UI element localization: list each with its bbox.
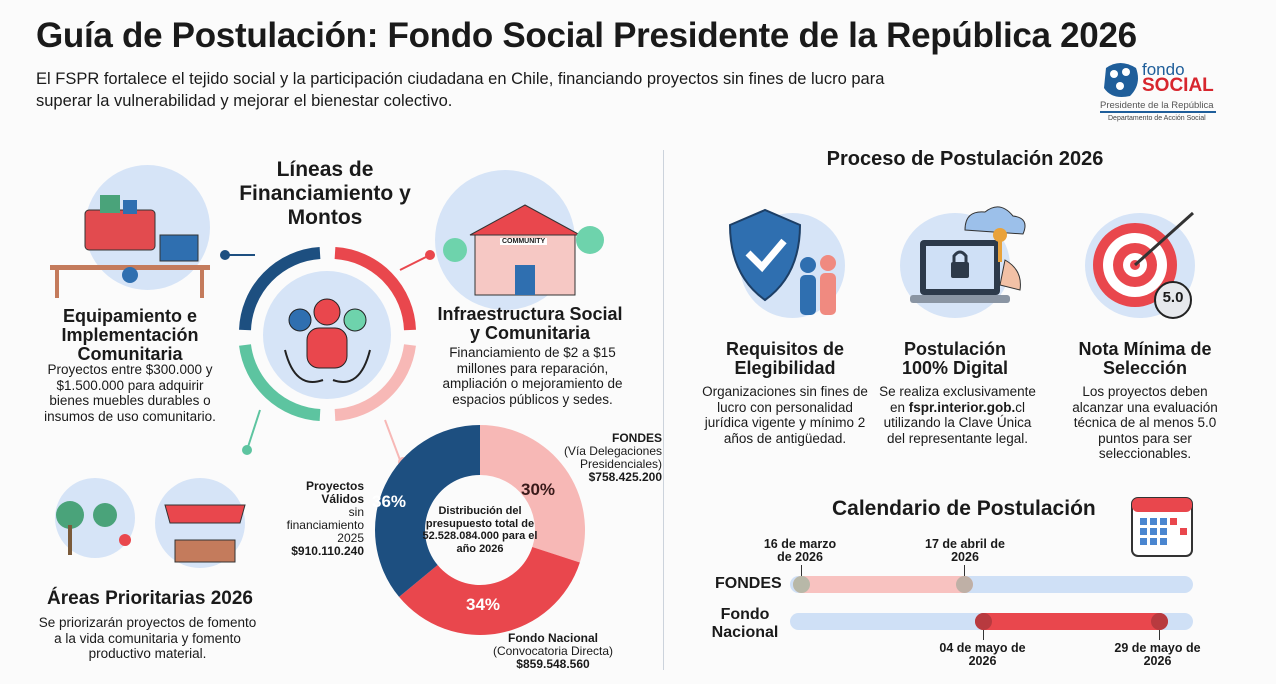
application-website-link[interactable]: fspr.interior.gob. [908,399,1016,415]
lines-title: Líneas de Financiamiento y Montos [239,158,411,229]
laptop-lock-icon [910,206,1026,303]
tick [964,565,965,576]
calendar-title: Calendario de Postulación [832,497,1096,520]
legend-proyectos: Proyectos Válidos sin financiamiento 202… [286,479,364,558]
legend-fondes: FONDES (Vía Delegaciones Presidenciales)… [563,431,662,484]
fondes-start-marker [793,576,810,593]
donut-slice-fondo-nacional [399,546,580,635]
infraestructura-title: Infraestructura Social y Comunitaria [437,304,623,343]
page-title: Guía de Postulación: Fondo Social Presid… [36,16,1137,55]
section-divider [663,150,664,670]
areas-title: Áreas Prioritarias 2026 [47,588,253,609]
areas-text: Se priorizarán proyectos de fomento a la… [38,615,257,661]
process-title: Proceso de Postulación 2026 [826,148,1104,170]
step-title-digital: Postulación 100% Digital [901,339,1009,378]
nacional-start-date: 04 de mayo de 2026 [939,641,1026,668]
fondo-social-logo: fondo SOCIAL Presidente de la República … [1100,60,1220,124]
row-label-fondes: FONDES [715,575,782,592]
score-badge: 5.0 [1162,289,1184,306]
nacional-end-marker [1151,613,1168,630]
donut-slice-fondes [480,425,585,563]
nacional-start-marker [975,613,992,630]
donut-center-label: Distribución del presupuesto total de 52… [422,505,538,555]
step-title-score: Nota Mínima de Selección [1078,339,1212,378]
equipamiento-text: Proyectos entre $300.000 y $1.500.000 pa… [44,362,216,424]
equipamiento-title: Equipamiento e Implementación Comunitari… [61,306,199,364]
slice-label-nacional: 34% [466,595,501,614]
page-subtitle: El FSPR fortalece el tejido social y la … [36,70,885,110]
tick [1159,630,1160,640]
donut-slice-proyectos-v-lidos [375,425,480,597]
slice-label-fondes: 30% [521,480,556,499]
legend-nacional: Fondo Nacional (Convocatoria Directa) $8… [492,631,614,671]
target-icon [1093,211,1195,319]
budget-donut-chart [375,425,585,635]
fondes-end-date: 17 de abril de 2026 [925,537,1005,564]
calendar-icon [1131,497,1193,557]
logo-people-icon [1104,63,1138,97]
fondes-period-bar [793,576,973,593]
step-text-eligibility: Organizaciones sin fines de lucro con pe… [702,384,868,446]
slice-label-proyectos: 36% [372,492,407,511]
shield-check-icon [728,208,836,315]
infraestructura-text: Financiamiento de $2 a $15 millones para… [442,345,623,407]
step-text-score: Los proyectos deben alcanzar una evaluac… [1072,384,1218,461]
fondes-end-marker [956,576,973,593]
community-activities-icon [56,501,246,563]
community-building-icon [443,204,604,296]
step-title-eligibility: Requisitos de Elegibilidad [725,339,845,378]
tick [983,630,984,640]
toolbox-icon [50,195,210,298]
nacional-end-date: 29 de mayo de 2026 [1114,641,1201,668]
fondes-start-date: 16 de marzo de 2026 [763,537,837,564]
row-label-nacional: Fondo Nacional [711,606,779,641]
step-text-digital: Se realiza exclusivamente en fspr.interi… [879,384,1036,446]
tick [801,565,802,576]
community-sign: COMMUNITY [500,238,548,245]
nacional-period-bar [975,613,1168,630]
